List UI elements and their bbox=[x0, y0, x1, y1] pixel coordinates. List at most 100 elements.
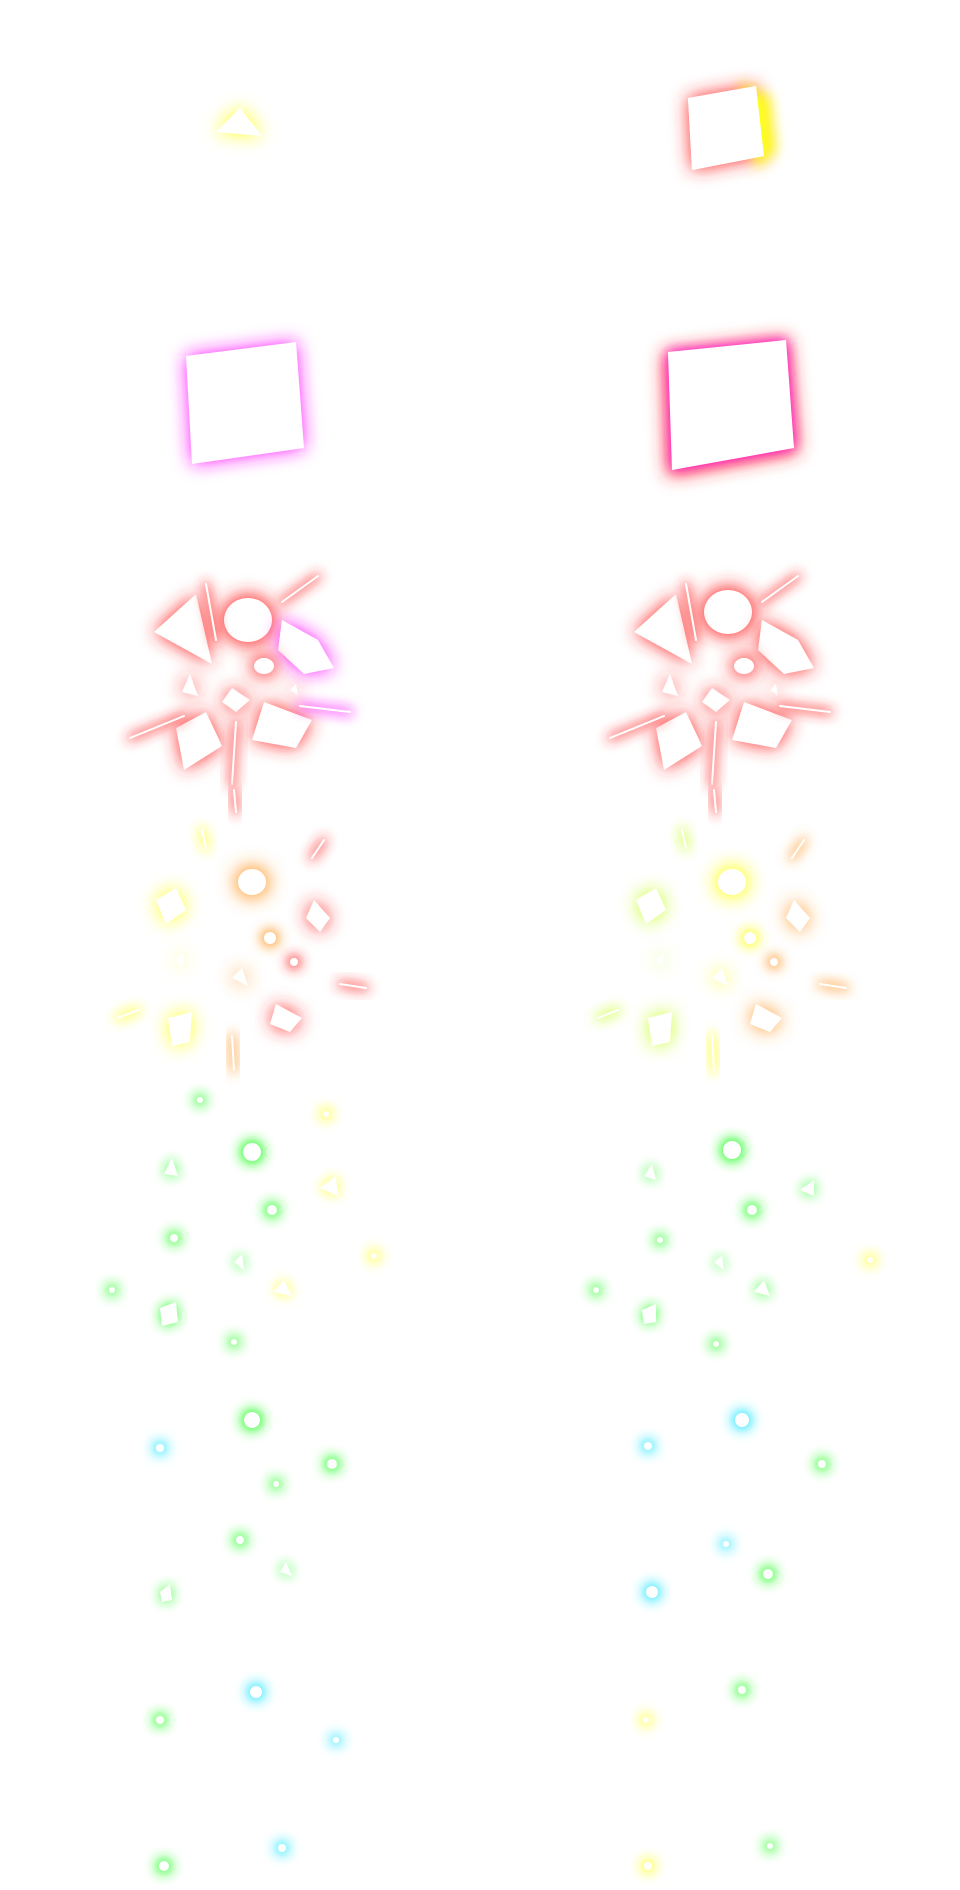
ember-7 bbox=[754, 1280, 770, 1296]
ember-6 bbox=[714, 1256, 724, 1270]
shard-e bbox=[662, 674, 678, 696]
streak-1 bbox=[609, 715, 665, 739]
ember-3 bbox=[333, 1737, 339, 1743]
ember-a bbox=[636, 888, 666, 924]
streak-6 bbox=[713, 789, 717, 813]
frame-2-right bbox=[664, 338, 798, 476]
streak-2 bbox=[761, 575, 799, 603]
ember-c bbox=[306, 900, 330, 932]
ember-d bbox=[264, 932, 276, 944]
streak-4 bbox=[231, 1035, 235, 1071]
ember-4 bbox=[747, 1205, 757, 1215]
frame-6-left bbox=[153, 1409, 340, 1602]
streak-3 bbox=[681, 829, 687, 849]
ember-3 bbox=[327, 1459, 337, 1469]
shard-e bbox=[182, 674, 198, 696]
ember-4 bbox=[267, 1205, 277, 1215]
ember-i bbox=[270, 1004, 302, 1032]
ember-11 bbox=[323, 1111, 329, 1117]
shard-c bbox=[758, 620, 814, 674]
ember-1 bbox=[644, 1442, 652, 1450]
ember-4 bbox=[723, 1541, 729, 1547]
ember-5 bbox=[278, 1844, 286, 1852]
ember-h bbox=[168, 1012, 192, 1046]
ember-9 bbox=[109, 1287, 115, 1293]
shard-f bbox=[702, 688, 730, 712]
streak-3 bbox=[685, 583, 697, 641]
ember-a bbox=[156, 888, 186, 924]
ember-6 bbox=[646, 1586, 658, 1598]
ember-5 bbox=[657, 1237, 663, 1243]
ember-5 bbox=[763, 1569, 773, 1579]
explosion-frames bbox=[106, 84, 876, 1874]
streak-4 bbox=[711, 721, 717, 785]
ember-3 bbox=[818, 1460, 826, 1468]
streak-5 bbox=[339, 983, 367, 989]
streak-6 bbox=[233, 789, 237, 813]
streak-5 bbox=[819, 983, 847, 989]
frame-7-left bbox=[153, 1683, 342, 1874]
streak-1 bbox=[129, 715, 185, 739]
streak-2 bbox=[281, 575, 319, 603]
frame-5-left bbox=[106, 1094, 380, 1348]
streak-4 bbox=[231, 721, 237, 785]
ember-8 bbox=[642, 1304, 656, 1324]
shard-h bbox=[176, 712, 222, 770]
streak-3 bbox=[205, 583, 217, 641]
ember-5 bbox=[170, 1234, 178, 1242]
ember-g bbox=[712, 968, 728, 986]
ember-h bbox=[648, 1012, 672, 1046]
shard-a bbox=[154, 594, 212, 664]
shard-a bbox=[634, 594, 692, 664]
ember-6 bbox=[280, 1562, 292, 1576]
ember-11 bbox=[713, 1341, 719, 1347]
ember-8 bbox=[160, 1302, 178, 1326]
ember-3 bbox=[644, 1862, 652, 1870]
frame-4-left bbox=[115, 827, 369, 1073]
cube-small-core bbox=[688, 86, 764, 170]
ember-5 bbox=[236, 1536, 244, 1544]
shard-g bbox=[770, 684, 778, 696]
ember-4 bbox=[159, 1861, 169, 1871]
shard-h bbox=[656, 712, 702, 770]
ember-2 bbox=[723, 1141, 741, 1159]
ember-1 bbox=[250, 1686, 262, 1698]
ember-2 bbox=[243, 1143, 261, 1161]
ember-3 bbox=[800, 1180, 814, 1196]
ember-6 bbox=[234, 1254, 244, 1270]
shard-d bbox=[254, 658, 274, 674]
ember-1 bbox=[164, 1158, 178, 1176]
streak-2 bbox=[311, 839, 325, 859]
streak-3 bbox=[201, 829, 207, 849]
shard-b bbox=[704, 590, 752, 634]
ember-e bbox=[176, 954, 184, 966]
streak-1 bbox=[597, 1009, 619, 1019]
ember-f bbox=[770, 958, 778, 966]
frame-2-left bbox=[186, 342, 304, 464]
frame-3-left bbox=[127, 573, 353, 815]
shard-i bbox=[252, 702, 312, 748]
ember-7 bbox=[160, 1584, 172, 1602]
shard-c bbox=[278, 620, 334, 674]
streak-5 bbox=[299, 705, 351, 713]
streak-2 bbox=[791, 839, 805, 859]
ember-d bbox=[744, 932, 756, 944]
ember-1 bbox=[156, 1444, 164, 1452]
frame-6-right bbox=[641, 1410, 829, 1601]
shard-i bbox=[732, 702, 792, 748]
cube-large bbox=[668, 340, 794, 470]
ember-g bbox=[232, 968, 248, 986]
ember-12 bbox=[371, 1253, 377, 1259]
ember-7 bbox=[274, 1280, 292, 1296]
frame-7-right bbox=[640, 1683, 776, 1873]
shard-d bbox=[734, 658, 754, 674]
ember-b bbox=[238, 869, 266, 895]
ember-2 bbox=[244, 1412, 260, 1428]
frame-5-right bbox=[590, 1138, 876, 1350]
ember-c bbox=[786, 900, 810, 932]
ember-1 bbox=[644, 1164, 656, 1180]
streak-1 bbox=[117, 1009, 139, 1019]
ember-2 bbox=[643, 1717, 649, 1723]
ember-10 bbox=[197, 1097, 203, 1103]
